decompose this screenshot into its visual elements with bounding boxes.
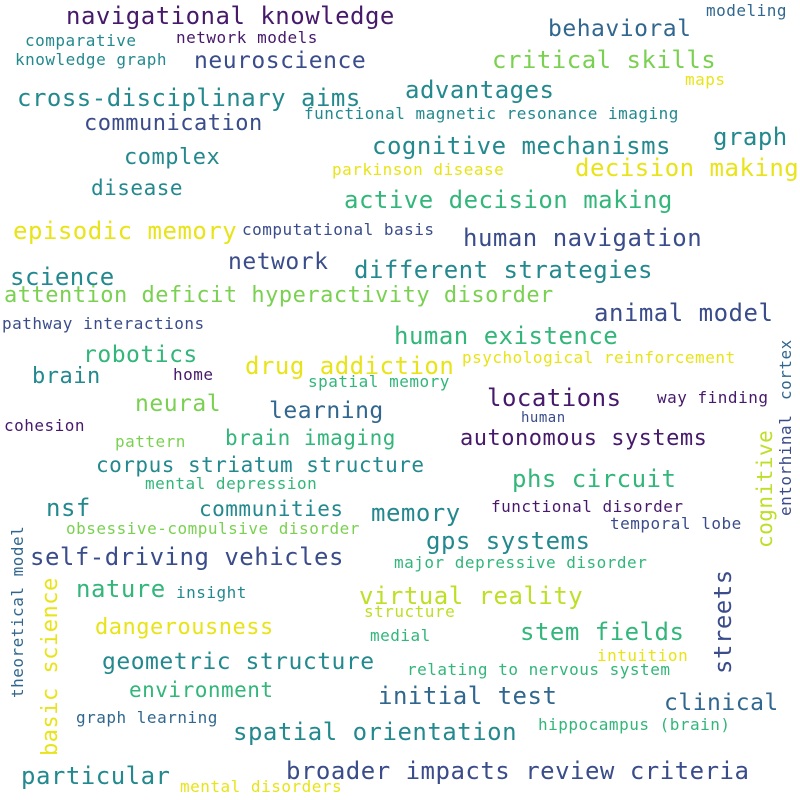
word: mental disorders bbox=[180, 777, 343, 796]
word: dangerousness bbox=[95, 615, 274, 640]
word-vertical: theoretical model bbox=[8, 525, 27, 698]
word: way finding bbox=[657, 388, 769, 407]
word: environment bbox=[129, 678, 274, 702]
word: behavioral bbox=[548, 16, 692, 42]
word: broader impacts review criteria bbox=[286, 757, 750, 785]
word: functional disorder bbox=[491, 497, 684, 516]
word-vertical: basic science bbox=[38, 577, 63, 756]
word: disease bbox=[91, 176, 184, 200]
word: knowledge graph bbox=[15, 50, 167, 69]
word-vertical: entorhinal bbox=[776, 414, 795, 516]
word-vertical: streets bbox=[709, 569, 737, 674]
word: nature bbox=[76, 575, 166, 603]
word: communities bbox=[199, 497, 344, 521]
word: obsessive-compulsive disorder bbox=[66, 519, 360, 538]
word: cognitive mechanisms bbox=[372, 132, 671, 160]
word: advantages bbox=[405, 76, 555, 104]
word: insight bbox=[176, 583, 247, 602]
word: cohesion bbox=[4, 416, 86, 435]
word: gps systems bbox=[426, 527, 591, 555]
word: comparative bbox=[25, 31, 137, 50]
word: modeling bbox=[706, 1, 788, 20]
word: navigational knowledge bbox=[66, 2, 395, 30]
word: relating to nervous system bbox=[407, 660, 671, 679]
word: maps bbox=[685, 70, 726, 89]
word: home bbox=[173, 365, 214, 384]
word: drug addiction bbox=[245, 352, 455, 380]
word: hippocampus (brain) bbox=[538, 715, 731, 734]
word: stem fields bbox=[520, 618, 685, 646]
word: cross-disciplinary aims bbox=[17, 84, 361, 112]
word: attention deficit hyperactivity disorder bbox=[4, 283, 554, 308]
word: phs circuit bbox=[512, 465, 677, 493]
word: intuition bbox=[597, 646, 689, 665]
word: autonomous systems bbox=[460, 426, 708, 451]
word: robotics bbox=[83, 342, 198, 368]
word: initial test bbox=[378, 682, 558, 710]
word: temporal lobe bbox=[610, 514, 742, 533]
word: parkinson disease bbox=[332, 160, 505, 179]
word: animal model bbox=[594, 299, 774, 327]
word: brain imaging bbox=[225, 426, 396, 450]
word: episodic memory bbox=[13, 217, 238, 245]
word: locations bbox=[487, 384, 622, 412]
word: self-driving vehicles bbox=[30, 543, 344, 571]
word: network bbox=[228, 249, 329, 275]
word: graph bbox=[713, 123, 788, 151]
word-vertical: cortex bbox=[776, 339, 795, 400]
word: human existence bbox=[394, 322, 619, 350]
word: active decision making bbox=[344, 186, 673, 214]
word: particular bbox=[21, 762, 171, 790]
word: virtual reality bbox=[359, 582, 584, 610]
word: network models bbox=[176, 28, 318, 47]
word-vertical: cognitive bbox=[753, 429, 777, 548]
word: different strategies bbox=[354, 256, 653, 284]
word: psychological reinforcement bbox=[462, 348, 736, 367]
word: complex bbox=[124, 145, 221, 170]
word: major depressive disorder bbox=[394, 553, 648, 572]
word: decision making bbox=[575, 154, 800, 182]
word: human bbox=[521, 410, 566, 426]
word: structure bbox=[364, 602, 456, 621]
word: clinical bbox=[664, 690, 779, 716]
word: neuroscience bbox=[194, 48, 367, 74]
word: communication bbox=[84, 111, 263, 136]
word: nsf bbox=[46, 494, 91, 522]
word: functional magnetic resonance imaging bbox=[304, 104, 679, 123]
word: learning bbox=[269, 398, 384, 424]
word: corpus striatum structure bbox=[96, 453, 425, 477]
word: pathway interactions bbox=[2, 314, 205, 333]
word: graph learning bbox=[76, 708, 218, 727]
word: human navigation bbox=[463, 224, 703, 252]
word: science bbox=[10, 263, 115, 291]
word: memory bbox=[371, 499, 461, 527]
word: pattern bbox=[115, 432, 186, 451]
word: geometric structure bbox=[102, 649, 375, 675]
word: mental depression bbox=[145, 474, 318, 493]
word: computational basis bbox=[242, 220, 435, 239]
word: neural bbox=[135, 391, 222, 417]
word: spatial memory bbox=[308, 372, 450, 391]
word: critical skills bbox=[492, 46, 717, 74]
word: spatial orientation bbox=[233, 718, 518, 746]
word: medial bbox=[370, 626, 431, 645]
word: brain bbox=[32, 364, 101, 389]
